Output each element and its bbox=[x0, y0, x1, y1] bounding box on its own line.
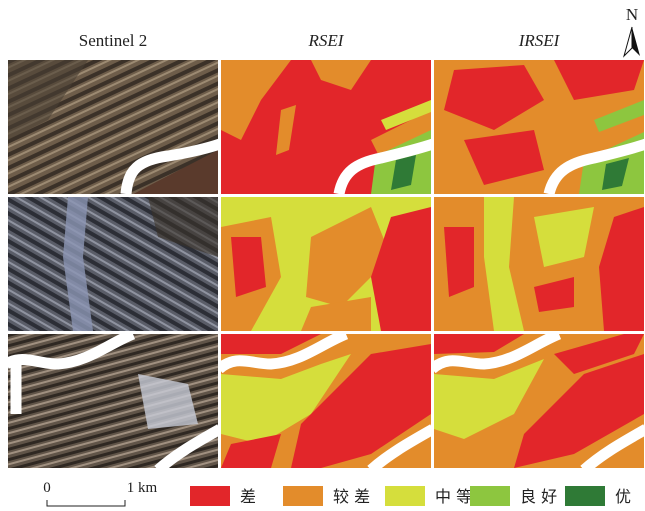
map-panel bbox=[6, 334, 220, 470]
map-panel bbox=[221, 60, 433, 194]
column-header: IRSEI bbox=[518, 31, 561, 50]
map-panel bbox=[8, 60, 220, 194]
map-panel bbox=[221, 197, 431, 331]
figure: Sentinel 2 RSEI IRSEI N bbox=[0, 0, 645, 511]
map-panel bbox=[219, 334, 433, 470]
legend-swatch bbox=[190, 486, 230, 506]
column-header: RSEI bbox=[308, 31, 345, 50]
figure-canvas: Sentinel 2 RSEI IRSEI N bbox=[0, 0, 645, 511]
north-label: N bbox=[626, 5, 638, 24]
map-panel bbox=[434, 60, 645, 194]
legend-label: 良 好 bbox=[520, 487, 557, 506]
map-panel bbox=[434, 197, 644, 331]
legend-swatch bbox=[470, 486, 510, 506]
legend-swatch bbox=[385, 486, 425, 506]
legend-label: 差 bbox=[240, 487, 256, 506]
map-panel bbox=[432, 334, 645, 470]
legend: 差较 差中 等良 好优 bbox=[190, 486, 631, 506]
legend-label: 较 差 bbox=[333, 487, 370, 506]
legend-label: 优 bbox=[615, 487, 631, 506]
north-arrow: N bbox=[624, 5, 640, 56]
legend-swatch bbox=[565, 486, 605, 506]
legend-swatch bbox=[283, 486, 323, 506]
scale-end: 1 km bbox=[127, 480, 158, 496]
scale-bar: 0 1 km bbox=[43, 480, 157, 506]
column-header: Sentinel 2 bbox=[79, 31, 147, 50]
map-panel bbox=[8, 197, 218, 331]
legend-label: 中 等 bbox=[435, 487, 472, 506]
scale-start: 0 bbox=[43, 480, 51, 496]
